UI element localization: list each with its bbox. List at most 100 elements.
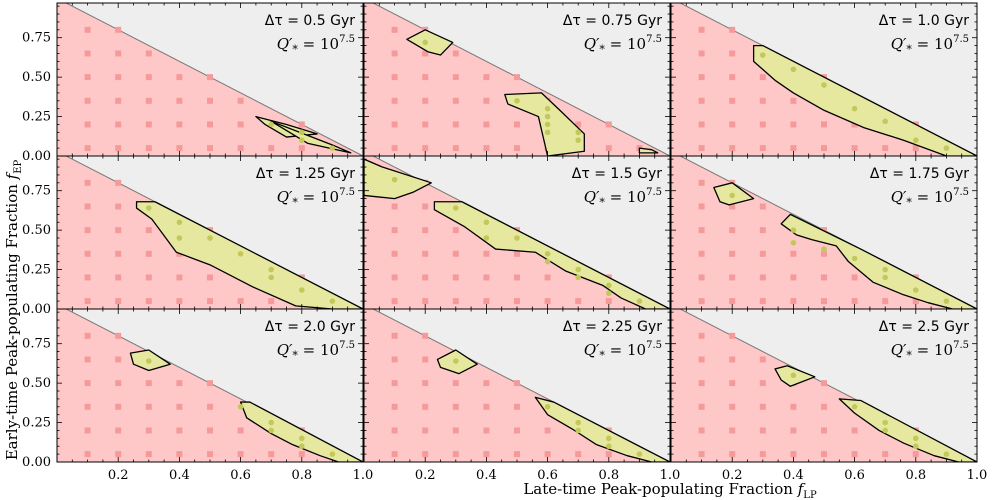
excluded-point-marker	[452, 145, 459, 152]
excluded-point-marker	[851, 451, 858, 458]
excluded-point-marker	[912, 145, 919, 152]
excluded-point-marker	[698, 451, 705, 458]
allowed-point-marker	[514, 97, 520, 104]
excluded-point-marker	[391, 298, 398, 305]
excluded-point-marker	[514, 250, 520, 257]
excluded-point-marker	[422, 427, 429, 434]
excluded-point-marker	[759, 97, 766, 104]
q-equals: = 10	[912, 341, 953, 359]
excluded-point-marker	[452, 403, 459, 410]
q-subscript: *	[599, 349, 605, 362]
allowed-point-marker	[606, 443, 612, 450]
y-axis-title-symbol: f	[3, 171, 21, 180]
excluded-point-marker	[514, 451, 520, 458]
allowed-point-marker	[544, 250, 551, 257]
excluded-point-marker	[729, 332, 736, 339]
excluded-point-marker	[483, 97, 490, 104]
allowed-point-marker	[575, 129, 581, 136]
excluded-point-marker	[207, 298, 213, 305]
excluded-point-marker	[544, 451, 551, 458]
panel-plot-area	[671, 3, 977, 156]
allowed-point-marker	[237, 403, 244, 410]
allowed-point-marker	[268, 121, 275, 128]
excluded-point-marker	[790, 403, 797, 410]
excluded-point-marker	[452, 250, 459, 257]
excluded-point-marker	[882, 451, 889, 458]
excluded-point-marker	[176, 298, 183, 305]
excluded-point-marker	[115, 121, 122, 128]
excluded-point-marker	[422, 203, 429, 210]
allowed-point-marker	[606, 435, 612, 442]
excluded-point-marker	[759, 298, 766, 305]
allowed-point-marker	[606, 282, 612, 289]
excluded-point-marker	[422, 274, 429, 281]
excluded-point-marker	[207, 380, 213, 387]
allowed-point-marker	[544, 258, 551, 265]
allowed-point-marker	[146, 358, 152, 364]
excluded-point-marker	[452, 97, 459, 104]
x-tick-label: 1.0	[353, 468, 374, 483]
excluded-point-marker	[821, 227, 827, 234]
q-subscript: *	[906, 196, 912, 209]
excluded-point-marker	[391, 121, 398, 128]
q-subscript: *	[906, 349, 912, 362]
excluded-point-marker	[790, 274, 797, 281]
y-axis-title: Early-time Peak-populating Fraction fEP	[3, 159, 24, 460]
allowed-point-marker	[882, 427, 888, 434]
excluded-point-marker	[84, 121, 91, 128]
panel-plot-area	[364, 3, 670, 156]
delta-tau-label: Δτ = 0.75 Gyr	[563, 13, 662, 29]
excluded-point-marker	[84, 145, 91, 152]
excluded-point-marker	[176, 97, 183, 104]
excluded-point-marker	[298, 121, 305, 128]
excluded-point-marker	[145, 97, 152, 104]
excluded-point-marker	[84, 403, 91, 410]
allowed-point-marker	[821, 246, 827, 252]
excluded-point-marker	[207, 74, 213, 81]
excluded-point-marker	[483, 145, 490, 152]
q-equals: = 10	[605, 35, 646, 53]
excluded-point-marker	[821, 250, 827, 257]
excluded-point-marker	[698, 250, 705, 257]
excluded-point-marker	[759, 121, 766, 128]
excluded-point-marker	[882, 145, 889, 152]
excluded-point-marker	[422, 451, 429, 458]
delta-tau-label: Δτ = 2.25 Gyr	[563, 319, 662, 335]
allowed-point-marker	[821, 82, 827, 88]
excluded-point-marker	[176, 274, 183, 281]
allowed-point-marker	[329, 145, 336, 151]
excluded-point-marker	[544, 427, 551, 434]
excluded-point-marker	[422, 298, 429, 305]
allowed-point-marker	[176, 219, 183, 226]
excluded-point-marker	[84, 451, 91, 458]
excluded-point-marker	[514, 145, 520, 152]
panel-5: Δτ = 1.5 Gyr Q′* = 107.5	[363, 155, 671, 310]
y-tick-label: 0.75	[22, 184, 51, 199]
excluded-point-marker	[759, 74, 766, 81]
allowed-region	[780, 213, 977, 309]
allowed-point-marker	[299, 435, 305, 442]
excluded-point-marker	[115, 50, 122, 57]
excluded-point-marker	[207, 451, 213, 458]
y-tick-label: 0.75	[22, 337, 51, 352]
y-tick-label: 0.75	[22, 31, 51, 46]
excluded-point-marker	[207, 274, 213, 281]
q-symbol: Q′	[584, 35, 600, 53]
excluded-point-marker	[575, 451, 582, 458]
excluded-point-marker	[391, 26, 398, 33]
q-exponent: 7.5	[953, 34, 969, 45]
allowed-region	[406, 29, 454, 56]
excluded-point-marker	[851, 274, 858, 281]
allowed-point-marker	[913, 137, 919, 144]
allowed-point-marker	[453, 205, 459, 211]
q-equals: = 10	[298, 35, 339, 53]
y-axis-title-sub: EP	[13, 159, 24, 173]
y-tick-label: 0.00	[22, 455, 51, 470]
allowed-point-marker	[790, 372, 797, 379]
q-symbol: Q′	[277, 35, 293, 53]
excluded-point-marker	[115, 74, 122, 81]
excluded-point-marker	[790, 97, 797, 104]
excluded-point-marker	[84, 203, 91, 210]
excluded-point-marker	[176, 451, 183, 458]
excluded-point-marker	[115, 451, 122, 458]
